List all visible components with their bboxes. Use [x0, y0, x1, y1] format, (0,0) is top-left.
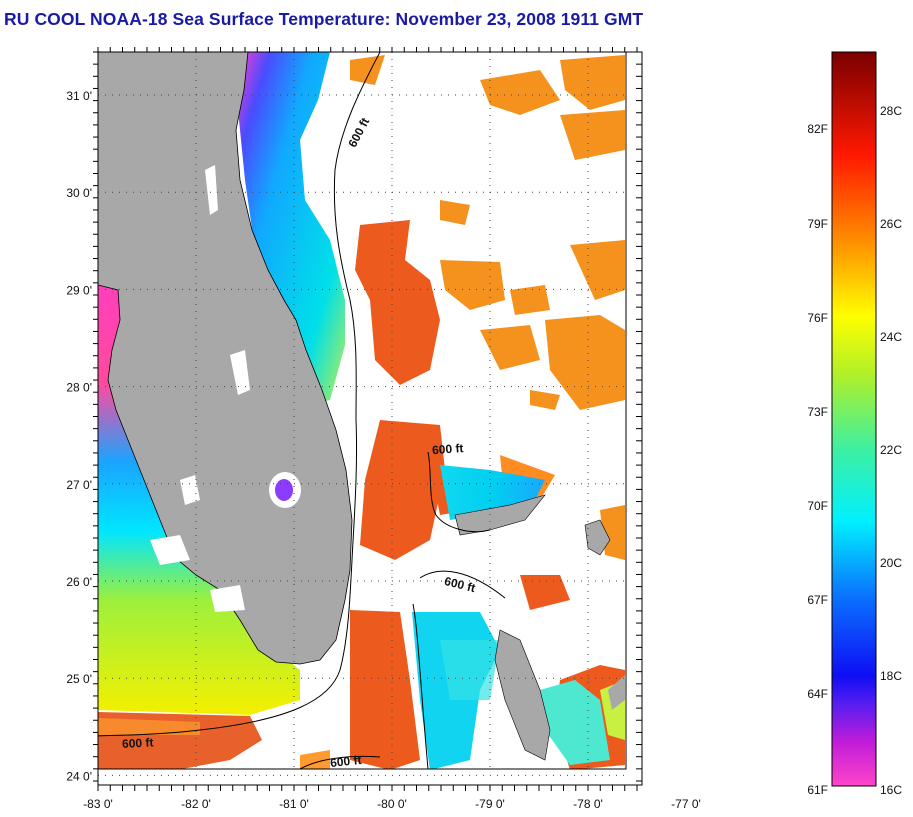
lon-tick-label: -79 0'	[475, 797, 505, 811]
scale-label-fahrenheit: 61F	[807, 783, 828, 797]
gulf-cool-water	[98, 255, 300, 715]
lat-tick-label: 26 0'	[66, 575, 92, 589]
lat-tick-label: 31 0'	[66, 89, 92, 103]
scale-label-fahrenheit: 67F	[807, 593, 828, 607]
contour-label-keys: 600 ft	[122, 735, 154, 751]
lon-tick-label: -83 0'	[83, 797, 113, 811]
lat-tick-label: 30 0'	[66, 186, 92, 200]
axis-labels: -83 0' -82 0' -81 0' -80 0' -79 0' -78 0' -77 …	[66, 89, 700, 811]
scale-label-celsius: 20C	[880, 556, 902, 570]
scale-label-celsius: 28C	[880, 104, 902, 118]
scale-label-celsius: 16C	[880, 783, 902, 797]
scale-label-fahrenheit: 70F	[807, 499, 828, 513]
scale-label-celsius: 24C	[880, 330, 902, 344]
scale-label-fahrenheit: 79F	[807, 217, 828, 231]
lon-tick-label: -82 0'	[181, 797, 211, 811]
lon-tick-label: -77 0'	[671, 797, 701, 811]
florida-land	[98, 52, 353, 665]
scale-label-fahrenheit: 76F	[807, 311, 828, 325]
lat-tick-label: 28 0'	[66, 381, 92, 395]
scale-label-celsius: 18C	[880, 669, 902, 683]
scale-label-fahrenheit: 82F	[807, 122, 828, 136]
lon-tick-label: -78 0'	[573, 797, 603, 811]
lon-tick-label: -81 0'	[279, 797, 309, 811]
isobath-600ft	[98, 52, 506, 769]
contour-label-bahamas: 600 ft	[432, 441, 464, 457]
scale-label-celsius: 26C	[880, 217, 902, 231]
color-scale-bar	[831, 51, 877, 787]
lon-tick-label: -80 0'	[377, 797, 407, 811]
contour-label-south: 600 ft	[329, 753, 362, 770]
scale-label-fahrenheit: 73F	[807, 405, 828, 419]
map-title: RU COOL NOAA-18 Sea Surface Temperature:…	[4, 9, 644, 29]
lat-tick-label: 24 0'	[66, 769, 92, 783]
axis-ticks	[93, 47, 642, 791]
bahamas-islands	[454, 494, 546, 536]
lat-tick-label: 27 0'	[66, 478, 92, 492]
atlantic-cool-water	[238, 52, 345, 410]
scale-label-fahrenheit: 64F	[807, 687, 828, 701]
lat-tick-label: 25 0'	[66, 672, 92, 686]
scale-label-celsius: 22C	[880, 443, 902, 457]
lat-tick-label: 29 0'	[66, 283, 92, 297]
map-grid	[98, 52, 626, 776]
